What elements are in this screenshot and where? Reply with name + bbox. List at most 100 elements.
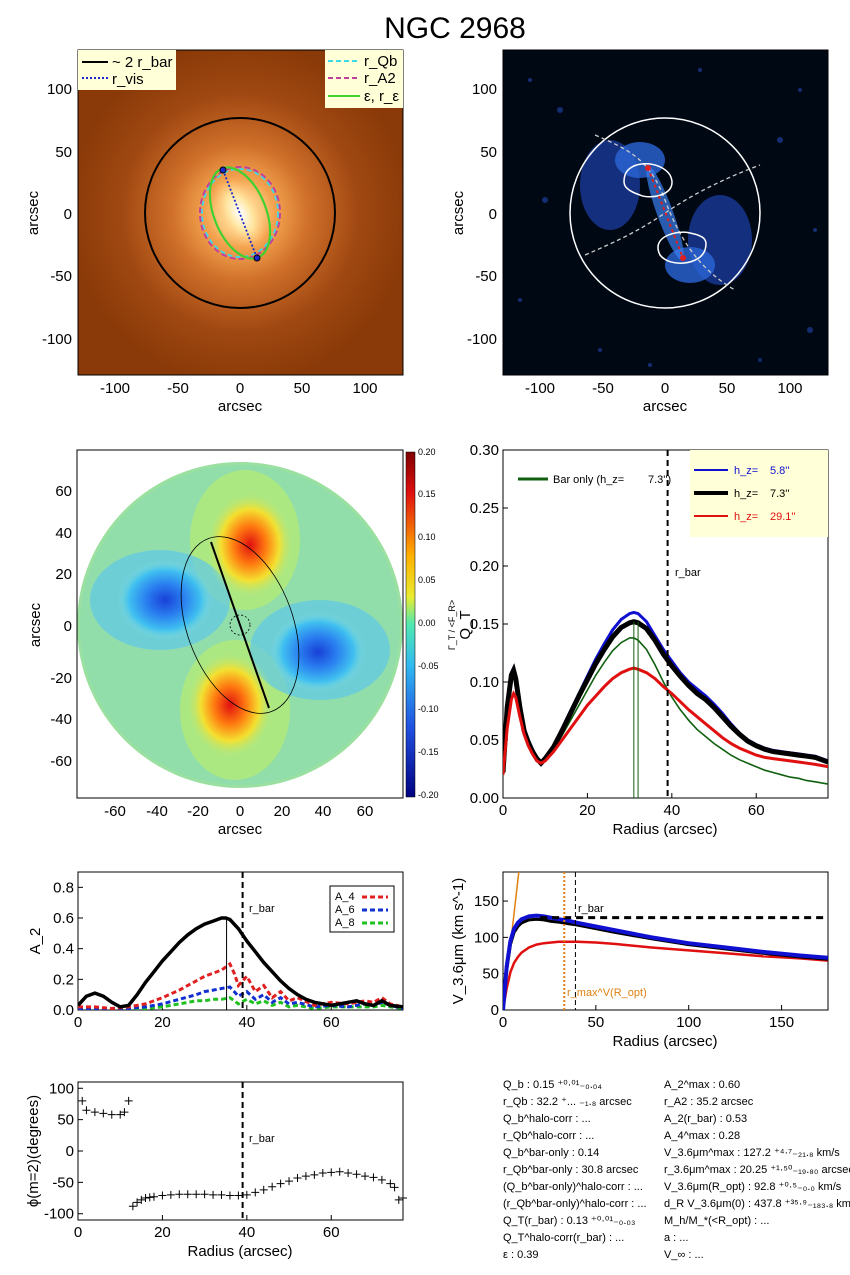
- colorbar-tick: 0.15: [418, 489, 436, 499]
- x-tick: -20: [187, 803, 209, 820]
- x-tick: 50: [294, 380, 311, 397]
- y-axis-label: V_3.6μm (km s^-1): [450, 878, 467, 1005]
- y-tick-label: -50: [52, 1174, 74, 1191]
- y-tick: -60: [50, 753, 72, 770]
- legend-a8: A_8: [335, 917, 355, 929]
- y-tick: 0: [489, 206, 497, 223]
- x-tick: 60: [357, 803, 374, 820]
- x-tick: -100: [525, 380, 555, 397]
- colorbar-ticks: 0.20 0.15 0.10 0.05 0.00 -0.05 -0.10 -0.…: [418, 447, 439, 800]
- summary-right-line: r_A2 : 35.2 arcsec: [664, 1096, 754, 1108]
- residual-noise: [518, 68, 817, 367]
- phase-point: [225, 1191, 234, 1200]
- bar-only-legend: Bar only (h_z= 7.3''): [518, 474, 671, 486]
- y-tick: -50: [50, 268, 72, 285]
- phase-point: [209, 1190, 218, 1199]
- arm-trace: [584, 164, 761, 256]
- phase-point: [99, 1109, 108, 1118]
- y-tick-label: -100: [44, 1206, 74, 1223]
- rvis-marker: [253, 254, 261, 262]
- summary-left-line: Q_b : 0.15 ⁺⁰·⁰¹₋₀.₀₄: [503, 1079, 602, 1091]
- phase-point: [310, 1170, 319, 1179]
- phase-point: [361, 1172, 370, 1181]
- y-tick-label: 0: [66, 1143, 74, 1160]
- y-axis-label: arcsec: [25, 190, 42, 235]
- bar-major-axis: [210, 541, 270, 709]
- fourier-panel: 0 20 40 60 0.0 0.2 0.4 0.6 0.8 A_4 A_6 A_8 r_bar…: [27, 871, 404, 1031]
- y-tick-label: 0.0: [53, 1002, 74, 1019]
- phase-point: [166, 1190, 175, 1199]
- y-tick-label: 0.8: [53, 879, 74, 896]
- y-axis-label: arcsec: [450, 190, 467, 235]
- summary-left-line: Q_b^halo-corr : ...: [503, 1113, 591, 1125]
- summary-right: A_2^max : 0.60 r_A2 : 35.2 arcsec A_2(r_ba…: [664, 1079, 850, 1261]
- bar-end-residual: [665, 247, 715, 283]
- x-tick: 0: [661, 380, 669, 397]
- x-tick-label: 60: [748, 802, 765, 819]
- y-tick-label: 100: [49, 1080, 74, 1097]
- figure-title: NGC 2968: [384, 12, 526, 45]
- colorbar: [405, 451, 416, 798]
- phase-point: [200, 1190, 209, 1199]
- x-tick-label: 20: [154, 1224, 171, 1241]
- y-tick-label: 0.2: [53, 971, 74, 988]
- y-tick: -20: [50, 670, 72, 687]
- x-tick-label: 0: [499, 1014, 507, 1031]
- y-tick: -50: [475, 268, 497, 285]
- phase-point: [301, 1172, 310, 1181]
- legend-ra2: r_A2: [364, 70, 396, 87]
- y-tick: -40: [50, 711, 72, 728]
- summary-left-line: Q_T(r_bar) : 0.13 ⁺⁰·⁰¹₋₀.₀₃: [503, 1215, 635, 1227]
- x-ticks-b: -100 -50 0 50 100: [525, 380, 803, 397]
- phase-point: [293, 1173, 302, 1182]
- x-axis-label: arcsec: [643, 398, 688, 415]
- arm-trace: [594, 134, 736, 291]
- summary-right-line: A_2^max : 0.60: [664, 1079, 740, 1091]
- x-ticks-c: -60 -40 -20 0 20 40 60: [104, 803, 373, 820]
- y-tick: -100: [467, 331, 497, 348]
- colorbar-tick: 0.10: [418, 532, 436, 542]
- phase-point: [137, 1195, 146, 1204]
- y-tick: 20: [55, 566, 72, 583]
- phase-point: [394, 1195, 403, 1204]
- bar-end-marker: [645, 165, 651, 171]
- rbar-label: r_bar: [249, 903, 275, 915]
- bar-end-marker: [680, 255, 686, 261]
- summary-right-line: V_∞ : ...: [664, 1249, 704, 1261]
- y-tick-label: 0: [491, 1002, 499, 1019]
- phase-point: [276, 1179, 285, 1188]
- legend-rvis: r_vis: [112, 71, 144, 88]
- phase-point: [158, 1191, 167, 1200]
- legend-two-rbar: ~ 2 r_bar: [112, 54, 172, 71]
- colorbar-tick: -0.10: [418, 704, 439, 714]
- phase-point: [145, 1193, 154, 1202]
- summary-right-line: A_2(r_bar) : 0.53: [664, 1113, 747, 1125]
- summary-left-line: r_Qb^halo-corr : ...: [503, 1130, 594, 1142]
- x-tick-label: 40: [238, 1224, 255, 1241]
- phase-panel: 0 20 40 60 100 50 0 -50 -100 r_bar Radius (arcse…: [25, 1080, 407, 1260]
- y-tick-label: 0.05: [470, 732, 499, 749]
- bar-only-value: 7.3''): [648, 474, 671, 486]
- y-axis-label: A_2: [27, 928, 44, 955]
- x-axis-label: arcsec: [218, 398, 263, 415]
- legend-a4: A_4: [335, 891, 355, 903]
- x-tick: 0: [236, 803, 244, 820]
- bar-ellipse: [180, 536, 300, 714]
- two-rbar-circle: [569, 117, 761, 309]
- y-tick: 100: [472, 81, 497, 98]
- y-tick-label: 0.25: [470, 500, 499, 517]
- y-ticks-b: -100 -50 0 50 100: [467, 81, 497, 348]
- positive-torque-lobe: [185, 650, 275, 760]
- legend-hz-2: h_z=: [734, 488, 758, 500]
- y-tick-label: 0.15: [470, 616, 499, 633]
- x-tick-label: 150: [769, 1014, 794, 1031]
- summary-left-line: r_Qb^bar-only : 30.8 arcsec: [503, 1164, 639, 1176]
- phase-point: [285, 1177, 294, 1186]
- phase-point: [116, 1110, 125, 1119]
- colorbar-tick: 0.00: [418, 618, 436, 628]
- y-tick-label: 0.4: [53, 941, 74, 958]
- legend-hz-1: h_z=: [734, 465, 758, 477]
- y-tick-label: 50: [482, 966, 499, 983]
